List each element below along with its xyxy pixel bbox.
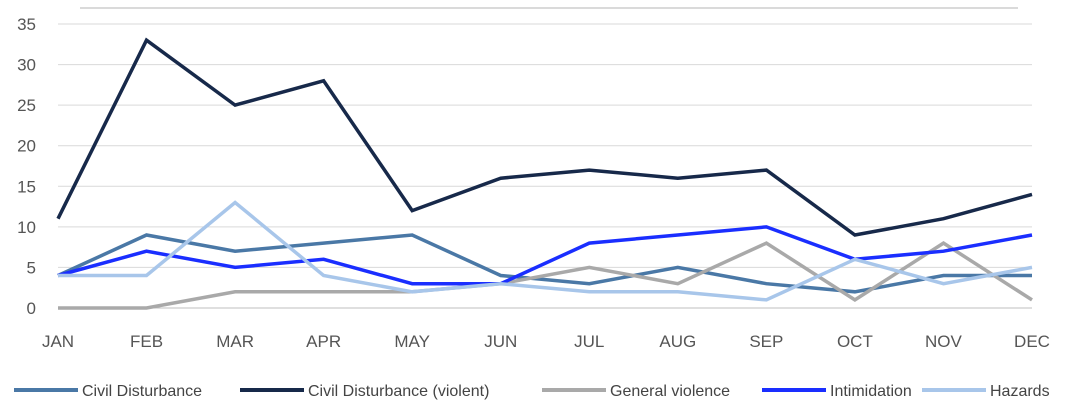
x-tick-label: JAN [42,332,74,351]
series-line [57,225,1033,286]
legend-label: Civil Disturbance (violent) [308,383,489,400]
y-tick-label: 0 [27,299,36,318]
x-tick-label: JUL [574,332,604,351]
legend-label: Hazards [990,383,1050,400]
x-tick-label: MAY [394,332,430,351]
x-tick-label: MAR [216,332,254,351]
series-line [58,241,1033,310]
gridlines [58,7,1032,309]
x-tick-label: OCT [837,332,873,351]
legend-label: Intimidation [830,383,912,400]
x-tick-label: FEB [130,332,163,351]
x-tick-label: JUN [484,332,517,351]
x-axis-ticks: JAN FEB MAR APR MAY JUN JUL AUG SEP OCT NOV DEC [42,332,1050,351]
x-tick-label: AUG [659,332,696,351]
series-line [56,37,1033,237]
x-tick-label: SEP [749,332,783,351]
x-tick-label: DEC [1014,332,1050,351]
y-tick-label: 30 [17,56,36,75]
y-tick-label: 15 [17,177,36,196]
x-tick-label: APR [306,332,341,351]
y-tick-label: 5 [27,258,36,277]
y-tick-label: 35 [17,15,36,34]
legend-label: Civil Disturbance [82,383,202,400]
x-tick-label: NOV [925,332,963,351]
legend-label: General violence [610,383,730,400]
legend: Civil Disturbance Civil Disturbance (viol… [14,383,1050,400]
series-lines [56,37,1033,310]
y-tick-label: 20 [17,137,36,156]
y-tick-label: 25 [17,96,36,115]
y-axis-ticks: 0 5 10 15 20 25 30 35 [17,15,36,318]
y-tick-label: 10 [17,218,36,237]
series-line [58,200,1033,302]
